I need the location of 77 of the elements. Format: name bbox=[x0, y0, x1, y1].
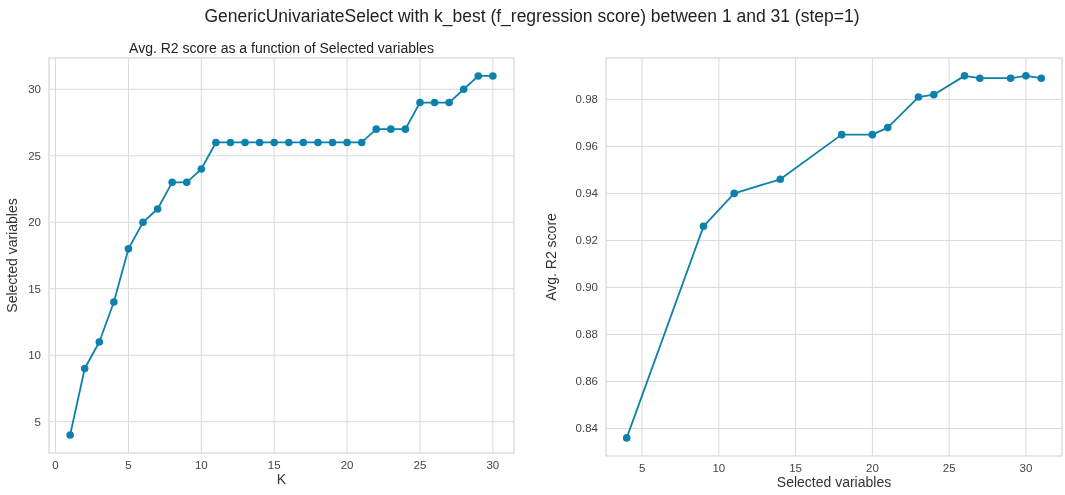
y-tick-label: 0.90 bbox=[575, 281, 598, 294]
point bbox=[489, 72, 497, 80]
point bbox=[343, 138, 351, 147]
point bbox=[445, 98, 453, 107]
point bbox=[1037, 74, 1046, 83]
chart-subtitle: Avg. R2 score as a function of Selected variables bbox=[129, 40, 434, 56]
point bbox=[474, 72, 483, 80]
point bbox=[372, 125, 381, 133]
point bbox=[357, 138, 366, 147]
point bbox=[255, 138, 264, 147]
y-tick-label: 20 bbox=[28, 216, 41, 229]
point bbox=[124, 245, 133, 253]
x-tick-label: 5 bbox=[125, 459, 132, 471]
y-tick-label: 25 bbox=[28, 149, 41, 162]
y-tick-label: 0.86 bbox=[575, 375, 598, 388]
y-tick-label: 0.94 bbox=[575, 187, 599, 200]
point bbox=[328, 138, 337, 147]
point bbox=[416, 98, 424, 107]
point bbox=[387, 125, 395, 133]
point bbox=[699, 222, 708, 231]
point bbox=[1006, 74, 1015, 83]
y-tick-label: 0.96 bbox=[575, 140, 598, 153]
chart-title: GenericUnivariateSelect with k_best (f_regression score) between 1 and 31 (step=1) bbox=[204, 6, 860, 27]
point bbox=[299, 138, 308, 147]
point bbox=[197, 165, 206, 173]
x-tick-label: 5 bbox=[638, 462, 646, 474]
point bbox=[1022, 72, 1030, 80]
point bbox=[80, 364, 89, 373]
x-axis-title: K bbox=[276, 471, 287, 487]
point bbox=[430, 98, 439, 107]
point bbox=[930, 90, 938, 99]
point bbox=[459, 85, 468, 94]
y-tick-label: 0.92 bbox=[575, 234, 598, 247]
point bbox=[270, 138, 279, 147]
x-tick-label: 0 bbox=[52, 459, 59, 471]
point bbox=[776, 175, 785, 184]
y-tick-label: 5 bbox=[34, 415, 41, 428]
y-tick-label: 30 bbox=[28, 83, 41, 96]
y-axis-title: Avg. R2 score bbox=[543, 212, 559, 301]
point bbox=[976, 74, 984, 83]
x-tick-label: 15 bbox=[267, 459, 281, 471]
point bbox=[110, 298, 118, 306]
y-tick-label: 10 bbox=[28, 349, 41, 362]
point bbox=[883, 123, 892, 132]
point bbox=[66, 431, 74, 439]
x-tick-label: 20 bbox=[340, 459, 354, 471]
x-tick-label: 30 bbox=[486, 459, 500, 471]
y-tick-label: 0.98 bbox=[575, 93, 598, 106]
point bbox=[837, 130, 846, 139]
x-tick-label: 10 bbox=[712, 462, 726, 474]
x-tick-label: 15 bbox=[789, 462, 803, 474]
x-axis-title: Selected variables bbox=[776, 474, 892, 490]
point bbox=[868, 130, 877, 139]
x-tick-label: 30 bbox=[1019, 462, 1033, 474]
y-tick-label: 0.84 bbox=[575, 422, 599, 435]
point bbox=[730, 189, 738, 198]
y-axis-title: Selected variables bbox=[4, 198, 20, 313]
point bbox=[241, 138, 249, 147]
x-tick-label: 25 bbox=[413, 459, 427, 471]
point bbox=[401, 125, 410, 133]
point bbox=[284, 138, 293, 147]
point bbox=[314, 138, 322, 147]
point bbox=[182, 178, 191, 187]
x-tick-label: 20 bbox=[865, 462, 879, 474]
point bbox=[168, 178, 176, 187]
point bbox=[95, 338, 104, 346]
point bbox=[153, 205, 162, 213]
point bbox=[139, 218, 147, 227]
point bbox=[212, 138, 220, 147]
point bbox=[622, 434, 631, 442]
point bbox=[914, 93, 923, 101]
x-tick-label: 10 bbox=[194, 459, 208, 471]
x-tick-label: 25 bbox=[942, 462, 956, 474]
y-tick-label: 15 bbox=[28, 282, 41, 295]
point bbox=[226, 138, 235, 147]
y-tick-label: 0.88 bbox=[575, 328, 598, 341]
point bbox=[960, 72, 969, 80]
